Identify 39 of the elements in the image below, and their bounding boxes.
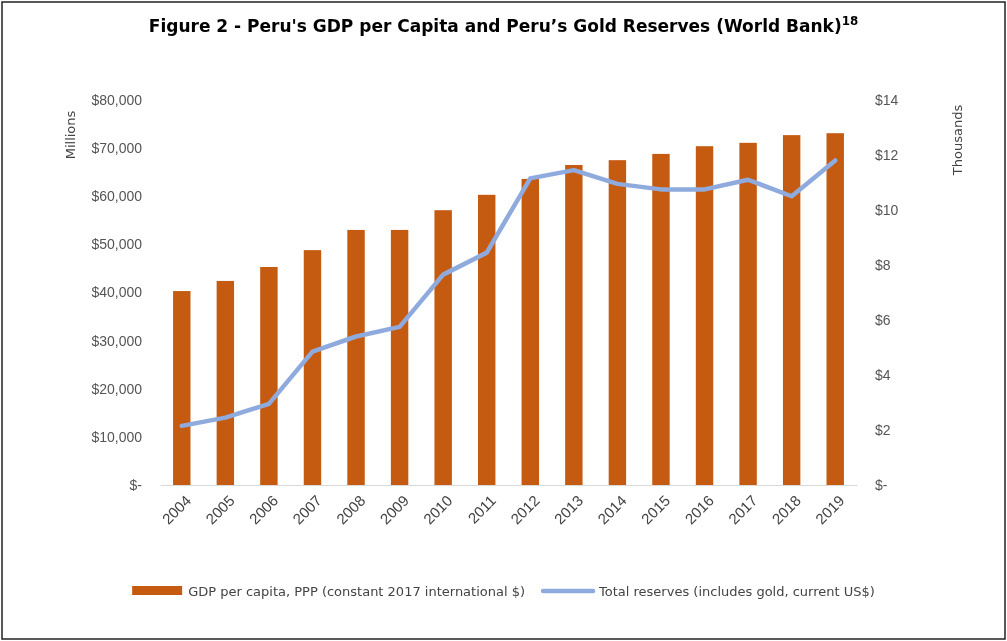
bar <box>826 133 844 485</box>
line-series <box>179 158 838 429</box>
bar <box>434 210 452 485</box>
y2-tick-label: $12 <box>875 146 899 163</box>
y2-axis-title: Thousands <box>950 104 965 177</box>
y-tick-label: $50,000 <box>91 236 143 253</box>
bar <box>303 250 322 485</box>
bar <box>652 153 670 485</box>
y2-tick-label: $2 <box>875 421 891 438</box>
y-tick-label: $10,000 <box>91 428 143 445</box>
bar <box>695 146 714 485</box>
y2-tick-label: $4 <box>875 366 891 383</box>
bar <box>478 194 496 485</box>
bar <box>390 229 409 485</box>
bar <box>565 164 583 485</box>
y-tick-label: $- <box>129 476 143 493</box>
y2-tick-label: $14 <box>875 91 899 108</box>
legend-label: GDP per capita, PPP (constant 2017 international $) <box>188 584 526 599</box>
y2-tick-label: $- <box>875 476 888 493</box>
y2-tick-label: $8 <box>875 256 891 273</box>
chart-title: Figure 2 - Peru's GDP per Capita and Peru’s Gold Reserves (World Bank)$^{18}$ <box>148 14 859 36</box>
y-axis-title: Millions <box>63 110 78 160</box>
y-tick-label: $20,000 <box>91 380 143 397</box>
bar <box>347 229 365 485</box>
y-tick-label: $40,000 <box>91 284 143 301</box>
bar <box>216 280 235 485</box>
bar <box>782 135 801 485</box>
y-tick-label: $80,000 <box>91 91 143 108</box>
y-tick-label: $30,000 <box>91 332 143 349</box>
bar <box>608 160 627 485</box>
bar <box>521 178 539 485</box>
y-tick-label: $70,000 <box>91 140 143 157</box>
y2-tick-label: $10 <box>875 201 899 218</box>
bar <box>173 291 191 485</box>
bar <box>739 142 757 485</box>
y-tick-label: $60,000 <box>91 188 143 205</box>
y2-tick-label: $6 <box>875 311 891 328</box>
legend-label: Total reserves (includes gold, current US$) <box>598 584 875 599</box>
bar <box>260 266 278 485</box>
